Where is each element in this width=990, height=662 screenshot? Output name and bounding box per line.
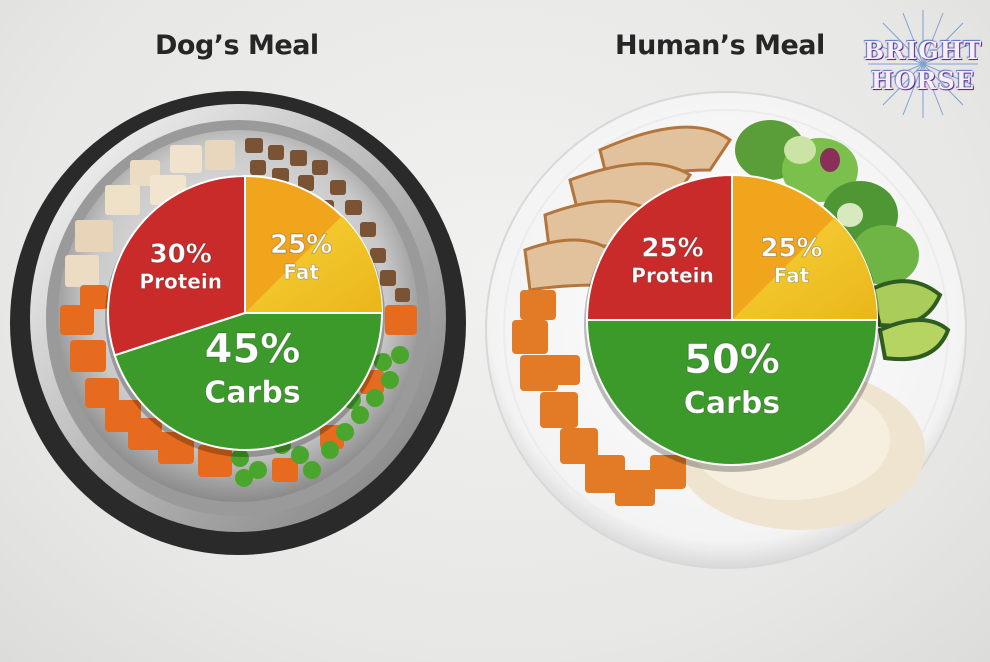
human-label-pct-fat: 25%	[760, 234, 822, 264]
dog-slice-protein	[107, 174, 246, 357]
bright-horse-logo: BRIGHT HORSE	[858, 8, 988, 120]
human-label-name-carbs: Carbs	[684, 386, 780, 421]
human-slice-fat-highlight	[732, 217, 877, 320]
dog-food	[60, 138, 417, 487]
dog-label-pct-fat: 25%	[270, 230, 332, 260]
human-label-name-protein: Protein	[631, 264, 713, 288]
dog-label-pct-protein: 30%	[150, 239, 212, 269]
dog-slice-fat-highlight	[245, 216, 382, 313]
dog-label-name-fat: Fat	[283, 260, 319, 284]
logo-line1: BRIGHT	[863, 36, 983, 65]
human-slice-carbs	[585, 319, 879, 466]
logo-starburst-icon	[868, 10, 978, 118]
human-slice-protein	[585, 173, 733, 321]
dog-label-name-carbs: Carbs	[204, 375, 300, 410]
human-label-name-fat: Fat	[774, 264, 810, 288]
dog-label-pct-carbs: 45%	[205, 326, 301, 372]
logo-line2: HORSE	[870, 66, 976, 95]
dog-label-name-protein: Protein	[139, 269, 221, 293]
dog-pie-chart: 30%Protein 25%Fat 45%Carbs	[105, 174, 385, 457]
dog-slice-carbs	[113, 312, 384, 451]
dog-chart-title: Dog’s Meal	[155, 30, 319, 61]
human-chart-title: Human’s Meal	[615, 30, 825, 61]
human-label-pct-carbs: 50%	[684, 337, 780, 383]
human-label-pct-protein: 25%	[641, 234, 703, 264]
